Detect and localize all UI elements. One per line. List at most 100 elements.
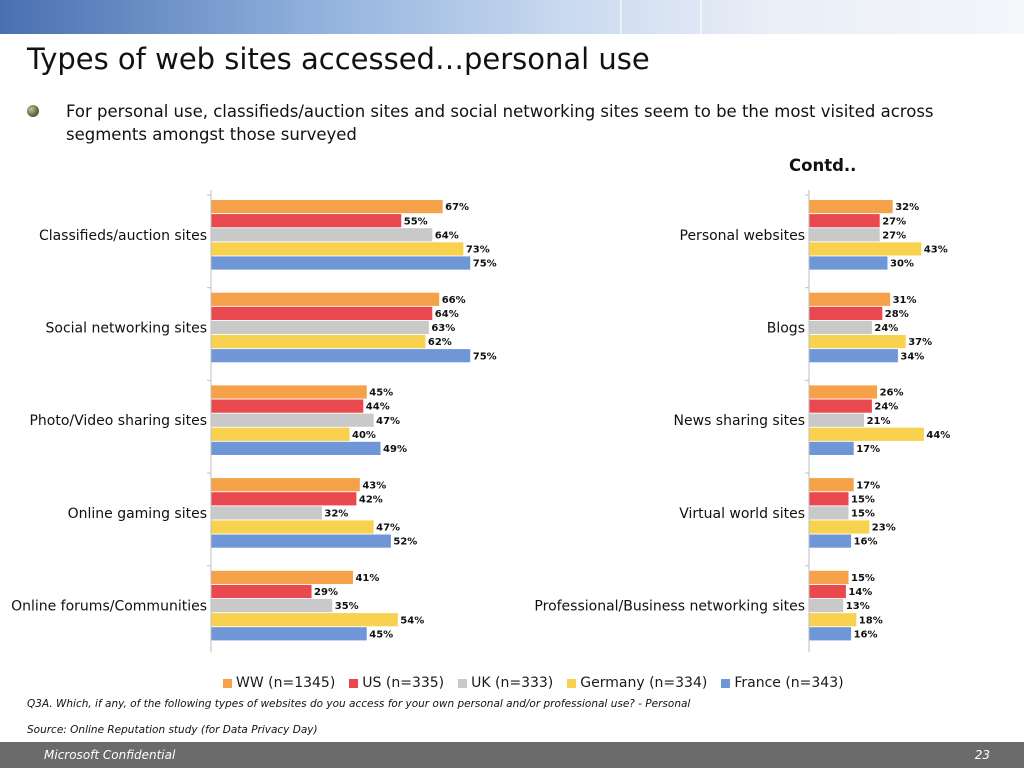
bar <box>211 228 433 242</box>
bar <box>809 534 852 548</box>
data-label: 55% <box>404 216 428 227</box>
data-label: 52% <box>393 537 417 548</box>
legend-entry: Germany (n=334) <box>567 675 707 691</box>
data-label: 26% <box>880 388 904 399</box>
category-label: Blogs <box>767 321 805 337</box>
data-label: 32% <box>324 509 348 520</box>
chart-legend: WW (n=1345) US (n=335) UK (n=333) Germany (… <box>223 675 844 691</box>
bar <box>809 492 849 506</box>
bar <box>211 399 364 413</box>
bar <box>809 441 854 455</box>
confidential-label: Microsoft Confidential <box>44 748 176 762</box>
data-label: 23% <box>872 523 896 534</box>
bar <box>211 385 367 399</box>
data-label: 37% <box>908 337 932 348</box>
category-label: Online forums/Communities <box>11 599 207 615</box>
bar <box>809 349 898 363</box>
data-label: 13% <box>846 601 870 612</box>
data-label: 47% <box>376 523 400 534</box>
source-note: Source: Online Reputation study (for Dat… <box>27 724 318 736</box>
bar <box>211 520 374 534</box>
bar <box>809 478 854 492</box>
legend-label: WW (n=1345) <box>236 675 336 691</box>
bar <box>809 599 844 613</box>
bar <box>809 613 857 627</box>
bar <box>211 306 433 320</box>
contd-label: Contd.. <box>789 156 857 175</box>
bar <box>809 214 880 228</box>
data-label: 28% <box>885 309 909 320</box>
question-note: Q3A. Which, if any, of the following typ… <box>27 698 691 710</box>
bar <box>211 599 333 613</box>
bar <box>211 534 391 548</box>
data-label: 64% <box>435 230 459 241</box>
legend-label: US (n=335) <box>362 675 445 691</box>
data-label: 42% <box>359 494 383 505</box>
data-label: 75% <box>473 259 497 270</box>
bar <box>211 200 443 214</box>
bar <box>211 478 360 492</box>
banner-glint <box>620 0 622 34</box>
data-label: 54% <box>400 615 424 626</box>
bar <box>211 441 381 455</box>
bar <box>211 506 322 520</box>
category-label: Personal websites <box>680 228 806 244</box>
legend-label: Germany (n=334) <box>580 675 708 691</box>
category-label: Online gaming sites <box>68 506 207 522</box>
data-label: 17% <box>856 480 880 491</box>
bar <box>809 256 888 270</box>
bar <box>809 306 883 320</box>
data-label: 62% <box>428 337 452 348</box>
data-label: 44% <box>926 430 950 441</box>
legend-entry: US (n=335) <box>349 675 444 691</box>
data-label: 27% <box>882 230 906 241</box>
data-label: 15% <box>851 494 875 505</box>
bar <box>809 228 880 242</box>
data-label: 43% <box>362 480 386 491</box>
data-label: 35% <box>335 601 359 612</box>
data-label: 44% <box>366 402 390 413</box>
bar <box>211 413 374 427</box>
data-label: 66% <box>442 295 466 306</box>
data-label: 63% <box>431 323 455 334</box>
legend-swatch <box>223 678 232 688</box>
header-banner <box>0 0 1024 34</box>
data-label: 45% <box>369 629 393 640</box>
data-label: 29% <box>314 587 338 598</box>
bar <box>211 570 353 584</box>
legend-label: UK (n=333) <box>471 675 554 691</box>
bar <box>211 584 312 599</box>
footer-bar: Microsoft Confidential 23 <box>0 742 1024 768</box>
data-label: 49% <box>383 444 407 455</box>
legend-swatch <box>349 678 359 688</box>
bar <box>809 320 872 335</box>
bar <box>211 613 398 627</box>
legend-entry: UK (n=333) <box>458 675 553 691</box>
bar <box>211 349 471 363</box>
slide-title: Types of web sites accessed…personal use <box>27 42 650 76</box>
legend-label: France (n=343) <box>734 675 844 691</box>
data-label: 67% <box>445 202 469 213</box>
data-label: 40% <box>352 430 376 441</box>
bar <box>211 335 426 349</box>
bar <box>211 292 440 306</box>
data-label: 14% <box>848 587 872 598</box>
data-label: 73% <box>466 245 490 256</box>
bar <box>809 399 872 413</box>
data-label: 24% <box>874 402 898 413</box>
data-label: 17% <box>856 444 880 455</box>
data-label: 32% <box>895 202 919 213</box>
banner-glint <box>700 0 702 34</box>
bar <box>809 242 922 256</box>
bar <box>211 427 350 441</box>
data-label: 16% <box>854 629 878 640</box>
data-label: 41% <box>355 573 379 584</box>
bar <box>809 506 849 520</box>
data-label: 21% <box>867 416 891 427</box>
bar <box>211 492 357 506</box>
bar <box>211 214 402 228</box>
data-label: 64% <box>435 309 459 320</box>
bar-charts: Classifieds/auction sites 67% 55% 64% 73% 75%… <box>11 190 950 653</box>
data-label: 47% <box>376 416 400 427</box>
category-label: Classifieds/auction sites <box>39 228 207 244</box>
